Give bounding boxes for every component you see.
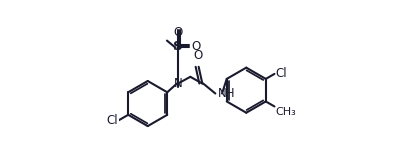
Text: O: O [194,49,203,62]
Text: O: O [173,26,183,39]
Text: Cl: Cl [107,114,118,127]
Text: Cl: Cl [275,67,286,79]
Text: CH₃: CH₃ [275,107,296,117]
Text: N: N [173,77,182,90]
Text: NH: NH [218,87,236,100]
Text: O: O [191,40,201,53]
Text: S: S [173,40,183,53]
